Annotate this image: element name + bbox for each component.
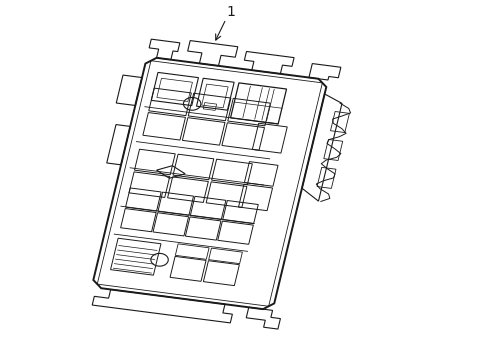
Text: 1: 1 bbox=[226, 5, 235, 19]
